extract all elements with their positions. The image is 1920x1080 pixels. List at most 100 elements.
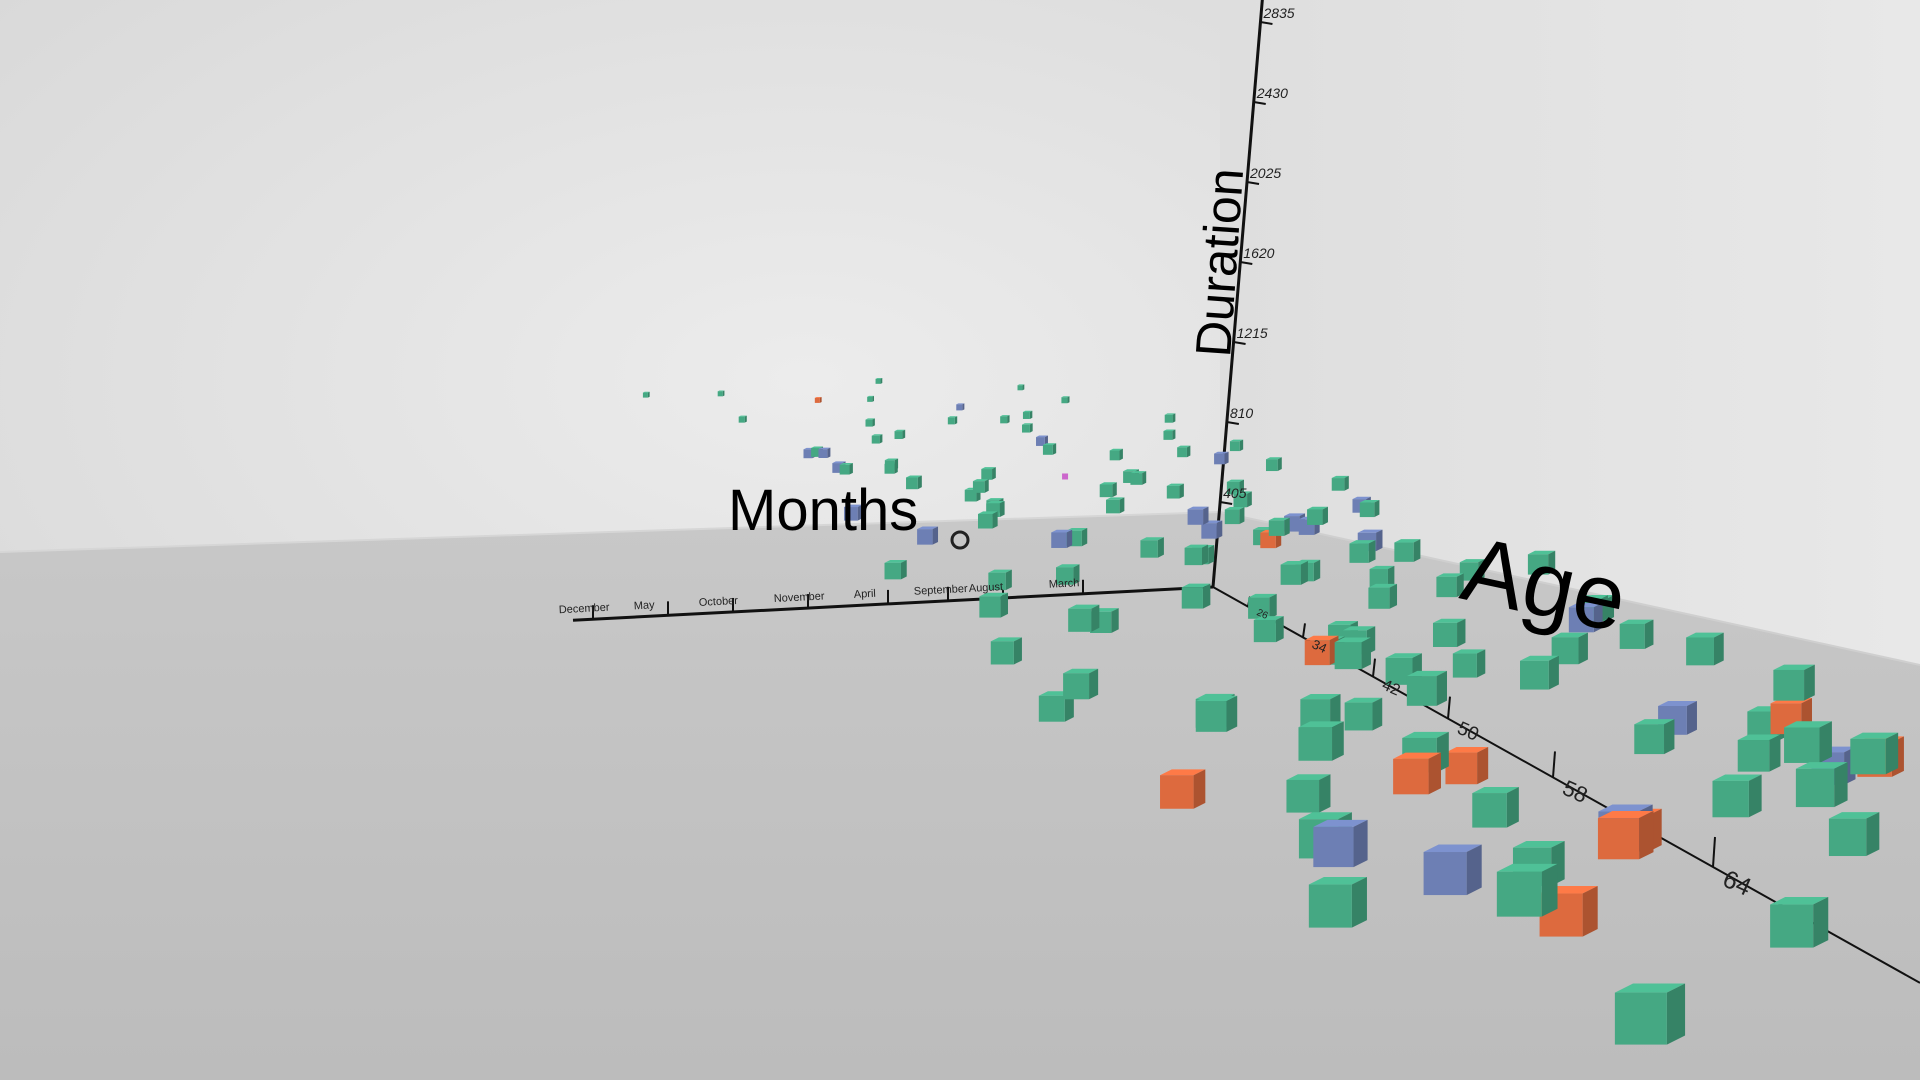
floor [0, 512, 1920, 1080]
data-point [1496, 863, 1558, 917]
data-point [875, 377, 883, 384]
z-tick [1712, 836, 1716, 868]
data-point [1770, 897, 1829, 948]
data-point [1253, 616, 1284, 643]
floor-edge-back [0, 511, 1221, 553]
data-point [981, 467, 996, 480]
y-tick [1246, 181, 1260, 185]
data-point [1307, 506, 1328, 525]
data-point [1177, 445, 1191, 458]
data-point [1106, 497, 1125, 514]
x-tick-label: August [969, 581, 1004, 595]
data-point [839, 463, 853, 475]
data-point [1393, 752, 1441, 795]
data-point [1187, 506, 1209, 525]
data-point [1452, 649, 1486, 678]
data-point [1061, 396, 1070, 404]
data-point [865, 418, 875, 427]
data-point [1686, 632, 1724, 666]
data-point [1140, 537, 1164, 558]
z-tick-label: 34 [1310, 636, 1329, 656]
data-point [1051, 529, 1073, 548]
data-point [1160, 769, 1206, 809]
x-tick-label: March [1049, 577, 1080, 591]
data-point [1423, 844, 1482, 896]
data-point [1068, 604, 1100, 632]
data-point [717, 390, 725, 397]
right-wall [1220, 0, 1920, 665]
x-tick-label: October [699, 595, 739, 609]
y-tick-label: 405 [1223, 485, 1247, 501]
data-point [1268, 517, 1290, 536]
data-point [947, 416, 958, 425]
z-tick [1302, 623, 1306, 638]
data-point [1233, 491, 1252, 508]
data-point [738, 415, 747, 423]
data-point [1331, 475, 1349, 491]
data-point [979, 592, 1008, 618]
data-point [988, 569, 1012, 591]
data-point [1472, 787, 1519, 828]
data-point [1614, 983, 1686, 1045]
data-point [1436, 573, 1464, 598]
x-axis-line [572, 585, 1214, 622]
data-point [1022, 423, 1033, 433]
y-tick-label: 1620 [1243, 245, 1274, 261]
y-tick [1240, 261, 1253, 265]
y-tick-label: 2025 [1249, 165, 1281, 181]
data-point [1280, 561, 1308, 585]
data-point [1737, 734, 1781, 772]
data-point [1520, 655, 1559, 690]
data-point [1099, 482, 1117, 498]
data-point [1184, 544, 1209, 566]
x-tick-label: May [634, 599, 656, 612]
data-points [642, 377, 1904, 1045]
data-point [871, 434, 883, 444]
data-point [917, 526, 939, 545]
y-tick-label: 2835 [1262, 5, 1294, 21]
z-tick-label: 26 [1255, 607, 1270, 622]
y-tick [1260, 21, 1273, 25]
x-tick-label: November [774, 590, 826, 605]
data-point [1619, 619, 1654, 649]
data-point [1195, 695, 1238, 732]
y-tick [1226, 421, 1240, 425]
data-point [1634, 719, 1675, 755]
data-point [1063, 668, 1099, 700]
data-point [1181, 583, 1211, 609]
data-point [1459, 559, 1485, 581]
data-point [1385, 653, 1422, 685]
data-point [884, 560, 907, 580]
data-point [1164, 413, 1176, 423]
data-point [894, 429, 906, 440]
data-point [1229, 439, 1244, 452]
y-tick-label: 2430 [1256, 85, 1288, 101]
data-point [814, 396, 822, 403]
y-axis-title: Duration [1185, 166, 1254, 358]
z-tick-label: 42 [1379, 677, 1402, 700]
x-axis-title: Months [728, 478, 918, 543]
data-point [1166, 483, 1184, 499]
z-tick [1447, 696, 1451, 719]
data-point [818, 447, 831, 458]
data-point [1224, 507, 1245, 525]
data-point [1000, 415, 1010, 424]
data-point [1313, 819, 1368, 868]
cursor-reticle-icon [950, 530, 970, 550]
data-point [1349, 540, 1376, 563]
data-point [972, 479, 989, 493]
data-point [1226, 479, 1244, 495]
data-point [1022, 410, 1033, 419]
data-point [1130, 471, 1147, 485]
y-tick [1233, 341, 1246, 345]
y-tick-label: 1215 [1237, 325, 1268, 341]
data-point [1568, 602, 1603, 633]
data-point [867, 395, 874, 402]
y-axis-line [1211, 0, 1264, 588]
data-point [990, 637, 1022, 665]
data-point [1394, 539, 1421, 562]
data-point [1369, 565, 1395, 588]
data-point [1248, 593, 1277, 619]
